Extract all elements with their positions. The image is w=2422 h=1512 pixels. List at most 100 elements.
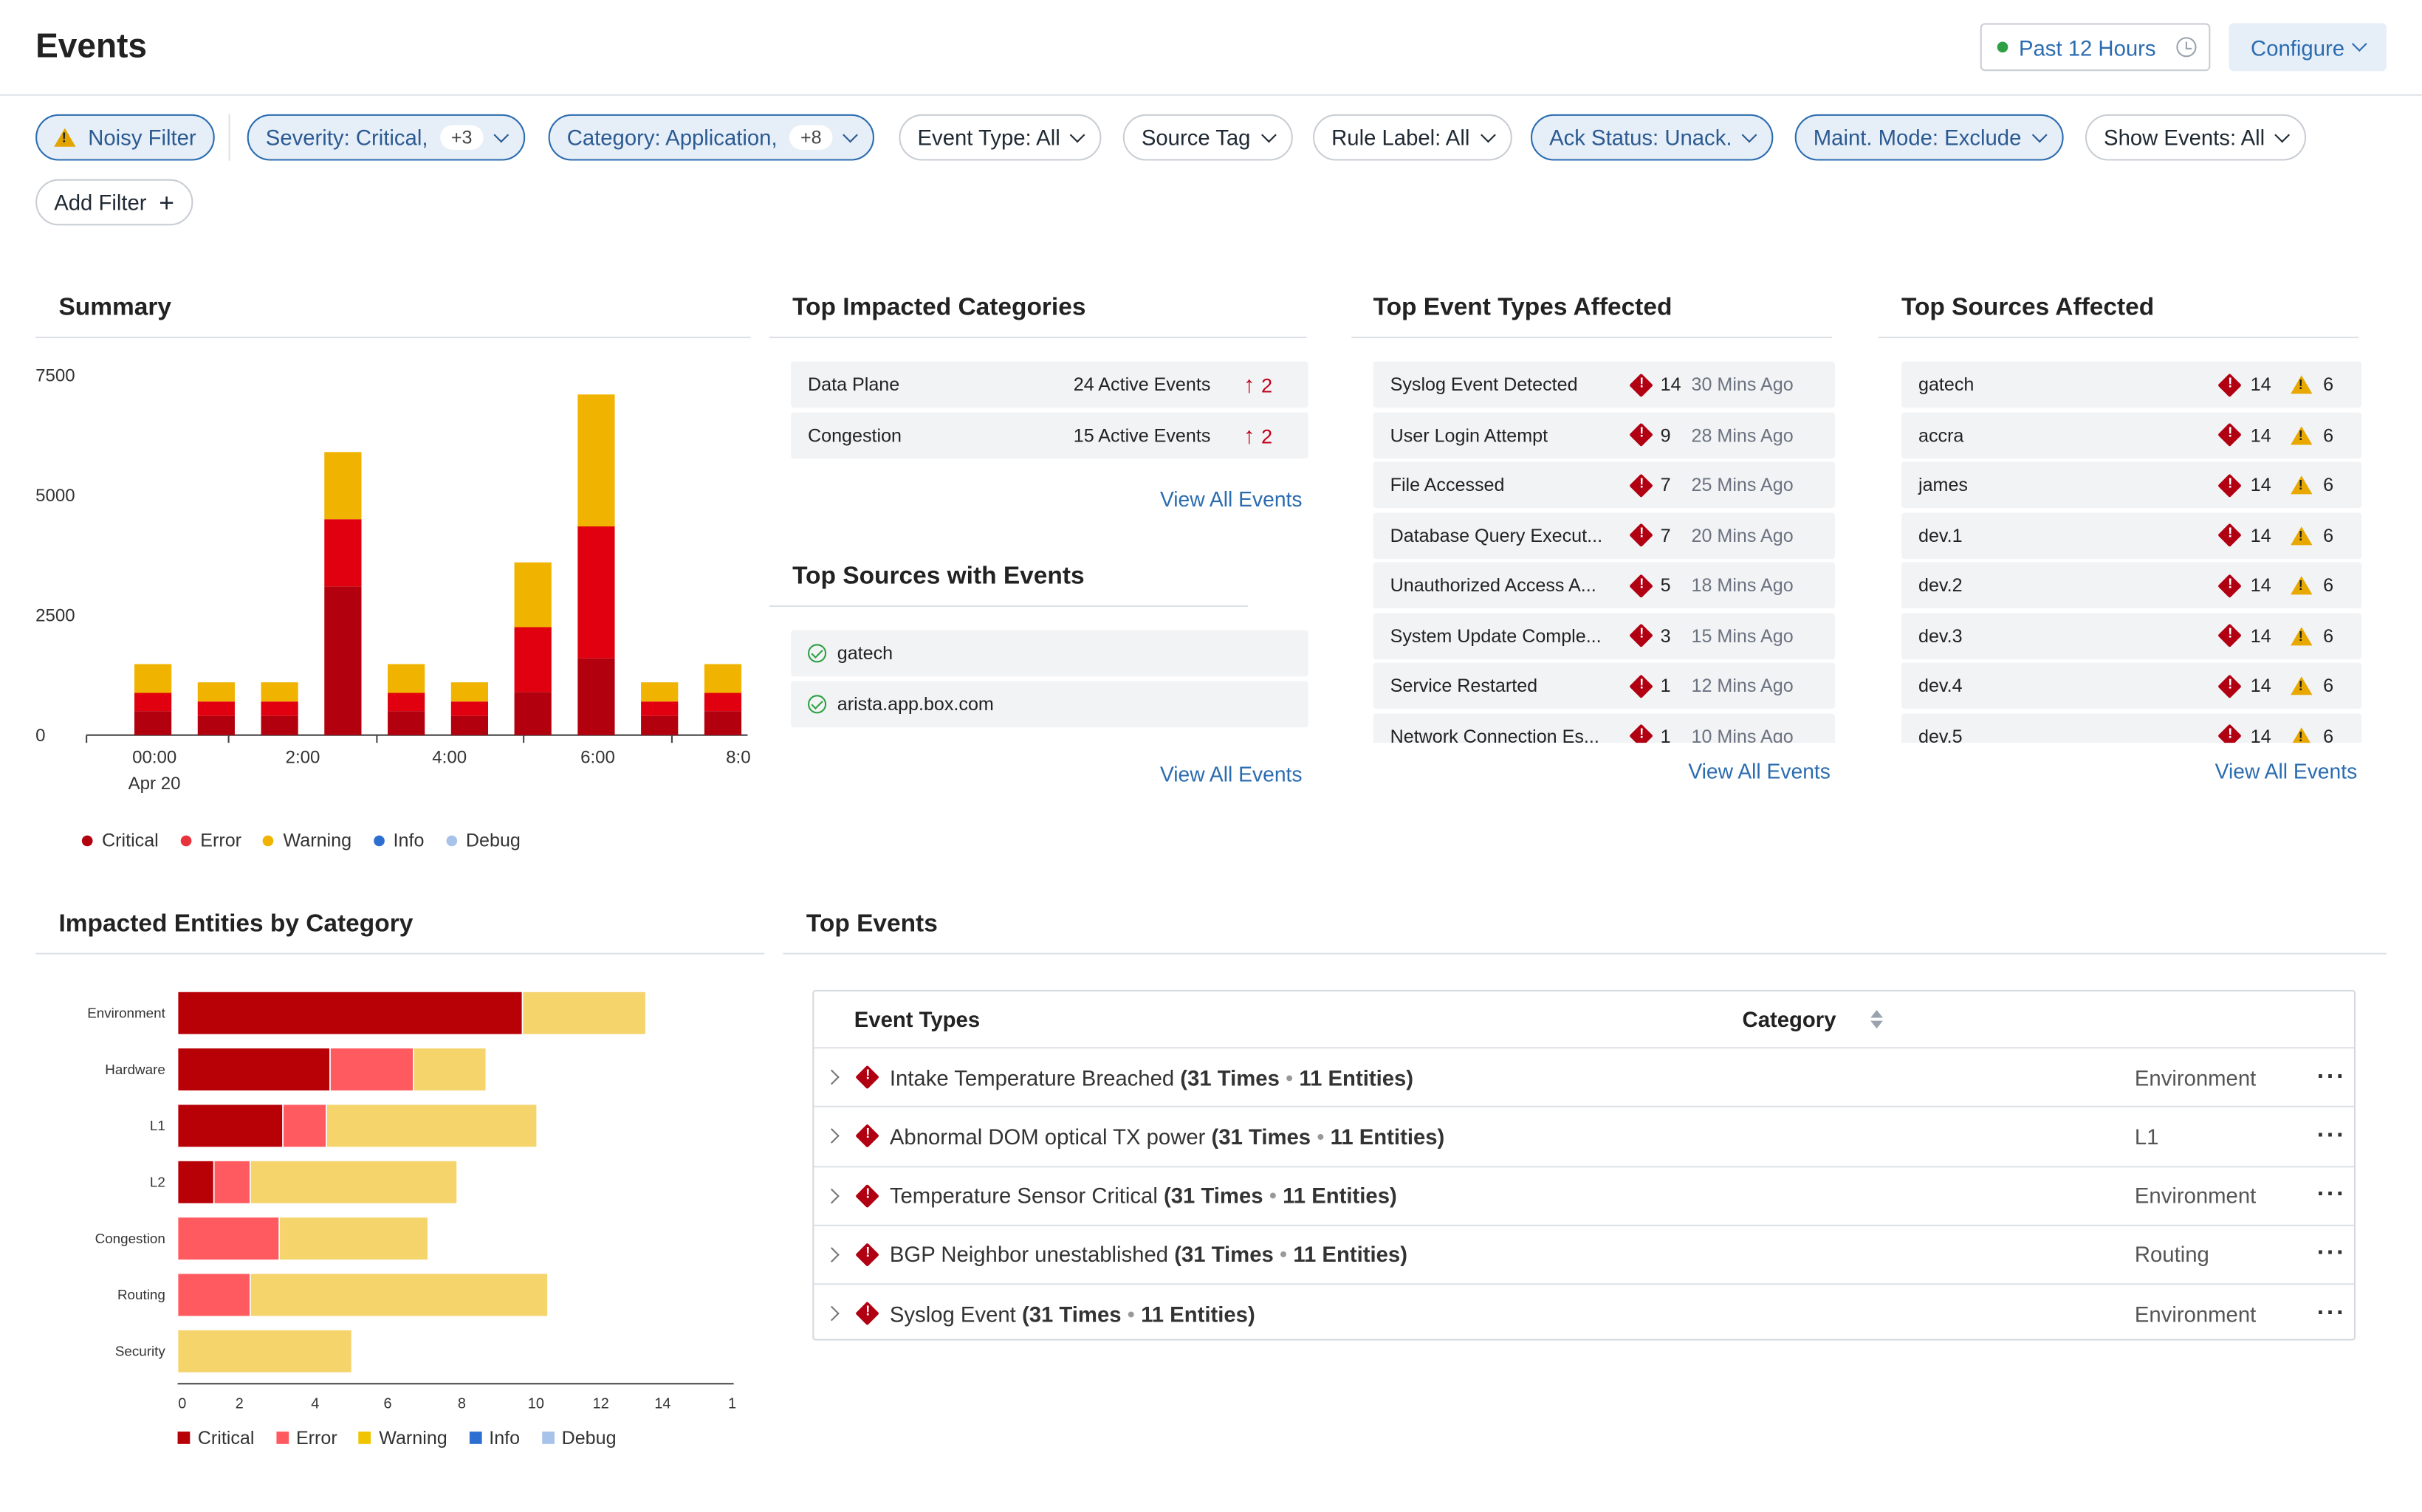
configure-button[interactable]: Configure [2229, 23, 2387, 72]
source-row[interactable]: dev.5 14 6 [1901, 712, 2362, 743]
column-event-types[interactable]: Event Types [854, 1006, 981, 1032]
chevron-right-icon[interactable] [824, 1247, 840, 1262]
summary-bar-error[interactable] [261, 701, 298, 716]
chevron-right-icon[interactable] [824, 1187, 840, 1203]
impacted-bar-critical[interactable] [176, 1160, 215, 1205]
summary-bar-error[interactable] [324, 519, 362, 587]
summary-bar-warning[interactable] [514, 562, 552, 628]
filter-chip-show-events[interactable]: Show Events: All [2085, 114, 2307, 161]
view-all-sources-events-link[interactable]: View All Events [1159, 763, 1303, 786]
summary-bar-error[interactable] [197, 701, 235, 716]
summary-bar-warning[interactable] [324, 452, 362, 520]
filter-chip-noisy[interactable]: Noisy Filter [35, 114, 215, 161]
summary-bar-critical[interactable] [134, 711, 172, 735]
source-row[interactable]: accra 14 6 [1901, 411, 2362, 458]
add-filter-button[interactable]: Add Filter + [35, 179, 193, 226]
event-type-row[interactable]: User Login Attempt 9 28 Mins Ago [1373, 411, 1836, 458]
summary-bar-error[interactable] [388, 693, 425, 712]
impacted-bar-critical[interactable] [176, 991, 524, 1036]
table-row[interactable]: Intake Temperature Breached (31 Times • … [814, 1047, 2354, 1105]
summary-bar-warning[interactable] [577, 394, 615, 527]
summary-bar-error[interactable] [134, 693, 172, 712]
impacted-bar-critical[interactable] [176, 1047, 331, 1092]
impacted-bar-error[interactable] [213, 1160, 251, 1205]
source-event-row[interactable]: gatech [791, 630, 1308, 677]
category-row[interactable]: Congestion 15 Active Events ↑ 2 [791, 412, 1308, 459]
filter-chip-category[interactable]: Category: Application, +8 [548, 114, 874, 161]
event-type-row[interactable]: System Update Comple... 3 15 Mins Ago [1373, 612, 1836, 659]
chevron-right-icon[interactable] [824, 1128, 840, 1144]
summary-bar-critical[interactable] [704, 711, 742, 735]
event-types-list[interactable]: Syslog Event Detected 14 30 Mins AgoUser… [1373, 361, 1837, 743]
more-options-icon[interactable]: ··· [2316, 1063, 2347, 1090]
summary-bar-critical[interactable] [514, 692, 552, 735]
summary-bar-error[interactable] [641, 701, 679, 716]
event-type-row[interactable]: Network Connection Es... 1 10 Mins Ago [1373, 712, 1836, 743]
source-row[interactable]: dev.2 14 6 [1901, 562, 2362, 609]
impacted-bar-warning[interactable] [278, 1216, 429, 1261]
summary-bar-critical[interactable] [324, 586, 362, 735]
impacted-bar-error[interactable] [176, 1272, 251, 1318]
time-range-button[interactable]: Past 12 Hours [1980, 23, 2211, 72]
filter-chip-maint-mode[interactable]: Maint. Mode: Exclude [1794, 114, 2063, 161]
column-category[interactable]: Category [1743, 1007, 1883, 1031]
source-row[interactable]: dev.3 14 6 [1901, 612, 2362, 659]
event-type-row[interactable]: Service Restarted 1 12 Mins Ago [1373, 662, 1836, 709]
table-row[interactable]: BGP Neighbor unestablished (31 Times • 1… [814, 1224, 2354, 1283]
more-options-icon[interactable]: ··· [2316, 1181, 2347, 1208]
summary-bar-critical[interactable] [197, 715, 235, 735]
summary-bar-warning[interactable] [197, 682, 235, 702]
source-row[interactable]: dev.1 14 6 [1901, 512, 2362, 559]
more-options-icon[interactable]: ··· [2316, 1240, 2347, 1268]
category-row[interactable]: Data Plane 24 Active Events ↑ 2 [791, 361, 1308, 408]
impacted-bar-error[interactable] [282, 1103, 327, 1149]
impacted-bar-warning[interactable] [326, 1103, 538, 1149]
table-row[interactable]: Temperature Sensor Critical (31 Times • … [814, 1165, 2354, 1223]
view-all-event-types-link[interactable]: View All Events [1688, 760, 1831, 783]
event-type-row[interactable]: Syslog Event Detected 14 30 Mins Ago [1373, 361, 1836, 408]
summary-bar-error[interactable] [514, 627, 552, 693]
source-event-row[interactable]: arista.app.box.com [791, 681, 1308, 728]
filter-chip-source-tag[interactable]: Source Tag [1122, 114, 1292, 161]
event-type-row[interactable]: File Accessed 7 25 Mins Ago [1373, 461, 1836, 509]
summary-bar-warning[interactable] [388, 664, 425, 693]
impacted-bar-error[interactable] [329, 1047, 414, 1092]
chevron-right-icon[interactable] [824, 1306, 840, 1322]
more-options-icon[interactable]: ··· [2316, 1299, 2347, 1327]
filter-chip-rule-label[interactable]: Rule Label: All [1313, 114, 1512, 161]
impacted-bar-critical[interactable] [176, 1103, 284, 1149]
summary-bar-critical[interactable] [577, 658, 615, 735]
source-row[interactable]: james 14 6 [1901, 461, 2362, 509]
event-type-row[interactable]: Unauthorized Access A... 5 18 Mins Ago [1373, 562, 1836, 609]
summary-bar-critical[interactable] [388, 711, 425, 735]
view-all-categories-link[interactable]: View All Events [1159, 488, 1303, 512]
summary-bar-critical[interactable] [641, 715, 679, 735]
summary-bar-warning[interactable] [450, 682, 489, 702]
impacted-bar-error[interactable] [176, 1216, 281, 1261]
more-options-icon[interactable]: ··· [2316, 1122, 2347, 1149]
impacted-bar-warning[interactable] [250, 1160, 458, 1205]
summary-bar-warning[interactable] [134, 664, 172, 693]
table-row[interactable]: Syslog Event (31 Times • 11 Entities) En… [814, 1283, 2354, 1342]
summary-bar-warning[interactable] [704, 664, 742, 693]
summary-bar-error[interactable] [704, 693, 742, 712]
source-row[interactable]: gatech 14 6 [1901, 361, 2362, 408]
filter-chip-severity[interactable]: Severity: Critical, +3 [247, 114, 525, 161]
chevron-right-icon[interactable] [824, 1069, 840, 1085]
summary-bar-error[interactable] [450, 701, 489, 716]
filter-chip-event-type[interactable]: Event Type: All [899, 114, 1102, 161]
table-row[interactable]: Abnormal DOM optical TX power (31 Times … [814, 1106, 2354, 1164]
summary-bar-critical[interactable] [261, 715, 298, 735]
impacted-bar-warning[interactable] [250, 1272, 549, 1318]
event-type-row[interactable]: Database Query Execut... 7 20 Mins Ago [1373, 512, 1836, 559]
impacted-bar-warning[interactable] [176, 1329, 353, 1374]
summary-bar-warning[interactable] [261, 682, 298, 702]
summary-bar-error[interactable] [577, 526, 615, 659]
summary-bar-warning[interactable] [641, 682, 679, 702]
filter-chip-ack-status[interactable]: Ack Status: Unack. [1530, 114, 1774, 161]
source-row[interactable]: dev.4 14 6 [1901, 662, 2362, 709]
view-all-sources-link[interactable]: View All Events [2215, 760, 2358, 783]
summary-bar-critical[interactable] [450, 715, 489, 735]
sort-icon[interactable] [1870, 1010, 1883, 1029]
